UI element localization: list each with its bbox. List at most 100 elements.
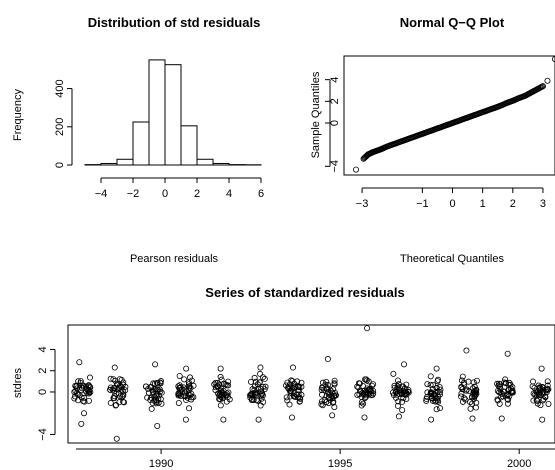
residual-point — [369, 391, 376, 398]
residual-point — [185, 381, 192, 388]
residual-point — [360, 400, 367, 407]
residual-point — [296, 398, 303, 405]
residual-point — [247, 378, 254, 385]
residual-point — [427, 390, 434, 397]
residual-point — [80, 398, 87, 405]
residual-point — [473, 387, 480, 394]
residual-point — [157, 388, 164, 395]
residual-point — [286, 381, 293, 388]
residual-point — [499, 393, 506, 400]
residual-point — [257, 402, 264, 409]
residual-point — [153, 392, 160, 399]
residual-point — [148, 405, 155, 412]
series-x-tick-label: 2000 — [507, 458, 531, 470]
residual-point — [255, 416, 262, 423]
series-y-tick-label: 0 — [37, 389, 49, 395]
qq-title: Normal Q−Q Plot — [400, 15, 505, 30]
residual-point — [473, 377, 480, 384]
residual-point — [459, 373, 466, 380]
histogram-y-tick-label: 0 — [54, 162, 66, 168]
histogram-axes: −4 −2 0 2 4 6 0 200 400 — [54, 79, 264, 200]
residual-point — [255, 385, 262, 392]
residual-point — [81, 394, 88, 401]
residual-point — [72, 382, 79, 389]
residual-point — [509, 387, 516, 394]
residual-point — [181, 393, 188, 400]
qq-x-tick-label: 1 — [480, 198, 486, 210]
residual-point — [533, 388, 540, 395]
residual-point — [154, 379, 161, 386]
histogram-bar — [180, 125, 198, 166]
residual-point — [392, 389, 399, 396]
residual-point — [361, 414, 368, 421]
histogram-bar — [132, 121, 150, 166]
histogram-y-tick-label: 400 — [54, 79, 66, 97]
residual-point — [183, 365, 190, 372]
residual-point — [428, 416, 435, 423]
residual-point — [319, 384, 326, 391]
series-axes: 1990 1995 2000 −4 0 2 4 — [37, 346, 555, 470]
qq-axes: −3 −1 0 1 2 3 −4 0 2 4 — [325, 77, 546, 210]
residual-point — [150, 380, 157, 387]
residual-point — [354, 383, 361, 390]
residual-point — [329, 395, 336, 402]
residual-point — [216, 392, 223, 399]
residual-point — [323, 378, 330, 385]
residual-point — [182, 416, 189, 423]
residual-point — [471, 387, 478, 394]
residual-point — [459, 386, 466, 393]
residual-point — [363, 377, 370, 384]
residual-point — [288, 377, 295, 384]
qq-panel: Normal Q−Q Plot Theoretical Quantiles Sa… — [310, 15, 555, 265]
histogram-bar — [164, 64, 182, 166]
qq-point — [544, 77, 551, 84]
series-title: Series of standardized residuals — [205, 285, 404, 300]
residual-point — [403, 395, 410, 402]
residual-point — [186, 405, 193, 412]
series-y-tick-label: 4 — [37, 346, 49, 352]
residual-point — [260, 398, 267, 405]
residual-point — [433, 384, 440, 391]
residual-point — [112, 402, 119, 409]
residual-point — [297, 395, 304, 402]
residual-point — [325, 391, 332, 398]
residual-point — [287, 393, 294, 400]
residual-point — [502, 376, 509, 383]
residual-point — [394, 402, 401, 409]
residual-point — [427, 373, 434, 380]
residual-point — [494, 397, 501, 404]
histogram-y-tick-label: 200 — [54, 118, 66, 136]
residual-point — [290, 392, 297, 399]
residual-point — [331, 393, 338, 400]
residual-point — [329, 412, 336, 419]
histogram-title: Distribution of std residuals — [88, 15, 261, 30]
residual-point — [289, 414, 296, 421]
residual-point — [330, 386, 337, 393]
residual-point — [355, 380, 362, 387]
residual-point — [223, 382, 230, 389]
residual-point — [158, 389, 165, 396]
residual-point — [539, 384, 546, 391]
residual-point — [292, 384, 299, 391]
residual-point — [175, 392, 182, 399]
residual-point — [362, 391, 369, 398]
residual-point — [217, 402, 224, 409]
residual-point — [261, 375, 268, 382]
residual-point — [358, 393, 365, 400]
residual-point — [144, 394, 151, 401]
residual-point — [181, 389, 188, 396]
residual-point — [470, 379, 477, 386]
qq-x-tick-label: −3 — [356, 198, 369, 210]
residual-point — [217, 396, 224, 403]
residual-point — [358, 402, 365, 409]
residual-point — [469, 415, 476, 422]
qq-y-tick-label: −4 — [329, 160, 341, 173]
residual-point — [157, 380, 164, 387]
residual-point — [298, 383, 305, 390]
residual-point — [85, 397, 92, 404]
series-x-tick-label: 1990 — [149, 458, 173, 470]
residual-point — [424, 394, 431, 401]
residual-point — [86, 390, 93, 397]
residual-point — [83, 383, 90, 390]
residual-point — [156, 386, 163, 393]
